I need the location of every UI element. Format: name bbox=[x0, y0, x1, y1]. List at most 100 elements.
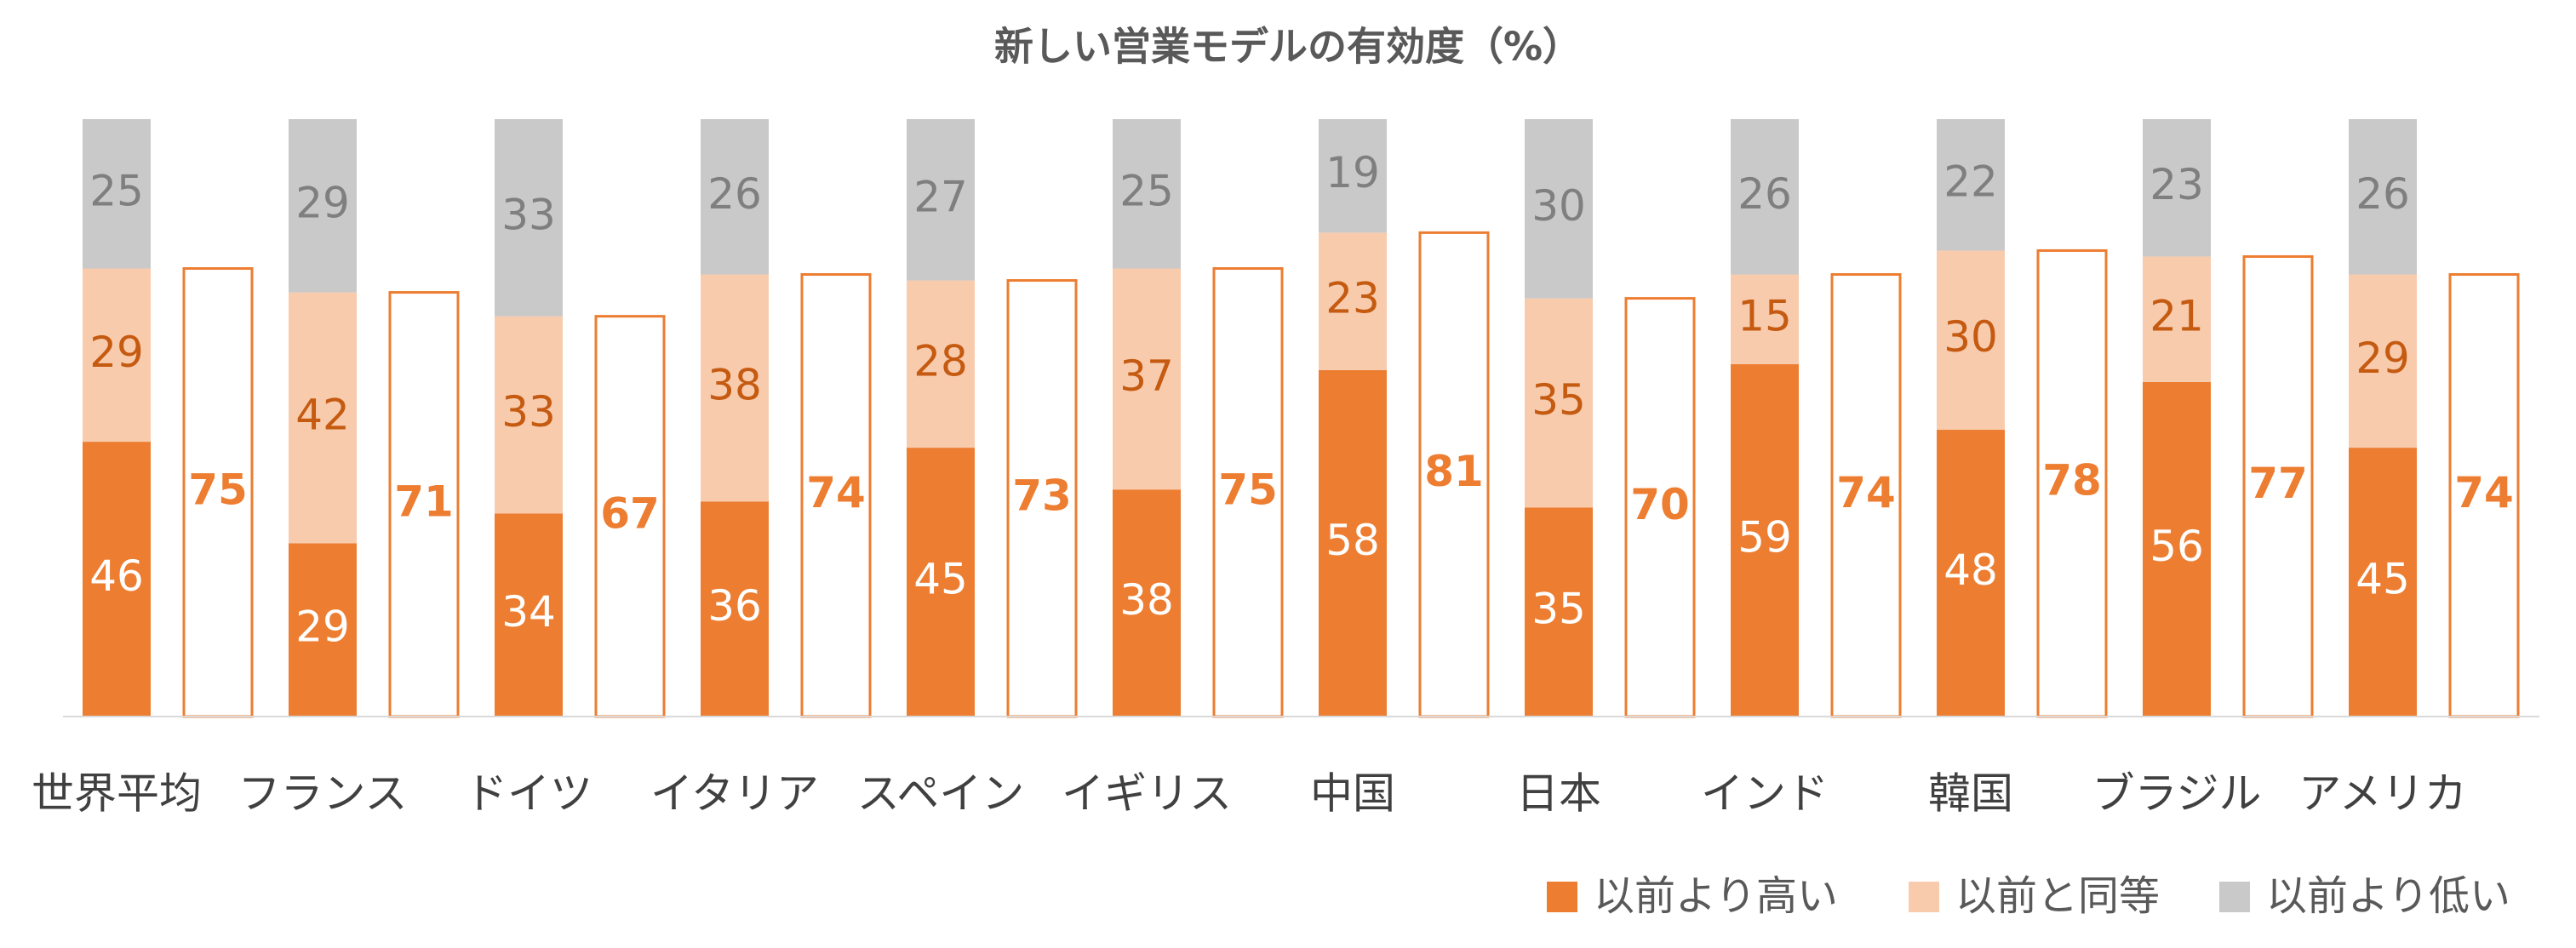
x-tick-label: 世界平均 bbox=[31, 769, 202, 819]
value-label: 26 bbox=[1737, 169, 1792, 219]
bar-segment bbox=[83, 119, 151, 269]
total-label: 81 bbox=[1424, 447, 1484, 496]
value-label: 29 bbox=[295, 178, 350, 227]
value-label: 23 bbox=[2150, 160, 2204, 209]
bar-segment bbox=[83, 268, 151, 443]
total-label: 67 bbox=[600, 488, 660, 538]
x-tick-label: 日本 bbox=[1516, 769, 1601, 819]
bar-segment bbox=[2349, 274, 2417, 448]
x-tick-label: イギリス bbox=[1062, 769, 1232, 819]
bar-segment bbox=[701, 119, 769, 275]
value-label: 56 bbox=[2150, 522, 2204, 571]
total-label: 74 bbox=[806, 468, 866, 517]
value-label: 37 bbox=[1119, 351, 1174, 401]
total-bar bbox=[2036, 248, 2108, 718]
legend-swatch bbox=[1909, 882, 1939, 912]
bar-segment bbox=[907, 280, 975, 448]
bar-segment bbox=[495, 513, 563, 717]
bar-segment bbox=[1525, 119, 1593, 299]
total-bar bbox=[1418, 231, 1490, 718]
x-tick-label: インド bbox=[1701, 769, 1829, 819]
value-label: 27 bbox=[913, 172, 968, 221]
value-label: 42 bbox=[295, 391, 350, 440]
total-bar bbox=[2242, 254, 2314, 718]
value-label: 46 bbox=[89, 551, 144, 601]
total-label: 74 bbox=[2454, 468, 2514, 517]
value-label: 29 bbox=[295, 602, 350, 652]
bar-segment bbox=[701, 274, 769, 502]
bar-segment bbox=[1113, 268, 1181, 490]
value-label: 48 bbox=[1943, 545, 1998, 595]
x-tick-label: フランス bbox=[238, 769, 408, 819]
bar-segment bbox=[1731, 274, 1799, 364]
total-label: 71 bbox=[394, 477, 454, 526]
bar-segment bbox=[1319, 369, 1387, 717]
chart-title: 新しい営業モデルの有効度（%） bbox=[994, 24, 1582, 70]
value-label: 30 bbox=[1531, 181, 1586, 231]
value-label: 26 bbox=[707, 169, 762, 219]
total-label: 77 bbox=[2248, 459, 2308, 508]
total-label: 73 bbox=[1012, 471, 1072, 520]
value-label: 36 bbox=[707, 581, 762, 631]
total-label: 75 bbox=[188, 465, 248, 514]
bar-segment bbox=[1937, 430, 2005, 717]
value-label: 22 bbox=[1943, 157, 1998, 207]
bar-segment bbox=[289, 543, 357, 717]
bar-segment bbox=[1937, 250, 2005, 431]
bar-segment bbox=[907, 119, 975, 281]
bar-segment bbox=[1319, 232, 1387, 370]
value-label: 25 bbox=[89, 166, 144, 215]
value-label: 45 bbox=[913, 555, 968, 604]
bar-segment bbox=[289, 292, 357, 544]
bar-segment bbox=[1525, 298, 1593, 508]
value-label: 23 bbox=[1325, 274, 1380, 323]
bar-segment bbox=[1731, 119, 1799, 275]
bar-segment bbox=[495, 119, 563, 317]
total-label: 78 bbox=[2042, 456, 2102, 505]
total-bar bbox=[1212, 267, 1284, 718]
bar-segment bbox=[1937, 119, 2005, 251]
value-label: 29 bbox=[89, 328, 144, 377]
bar-segment bbox=[2143, 256, 2211, 382]
value-label: 15 bbox=[1737, 292, 1792, 341]
bar-segment bbox=[907, 448, 975, 717]
value-label: 29 bbox=[2356, 334, 2410, 383]
total-bar bbox=[1624, 297, 1696, 718]
legend-swatch bbox=[1547, 882, 1577, 912]
x-tick-label: イタリア bbox=[650, 769, 819, 819]
bar-segment bbox=[701, 501, 769, 717]
legend-label: 以前と同等 bbox=[1955, 872, 2160, 920]
bar-segment bbox=[2143, 119, 2211, 257]
x-tick-label: アメリカ bbox=[2298, 769, 2467, 819]
total-label: 70 bbox=[1630, 480, 1690, 529]
value-label: 33 bbox=[501, 387, 556, 437]
value-label: 35 bbox=[1531, 585, 1586, 634]
x-tick-label: 中国 bbox=[1310, 769, 1395, 819]
x-tick-label: スペイン bbox=[857, 769, 1025, 819]
bar-segment bbox=[495, 316, 563, 514]
value-label: 21 bbox=[2150, 292, 2204, 341]
value-label: 58 bbox=[1325, 516, 1380, 565]
total-bar bbox=[388, 291, 460, 718]
value-label: 19 bbox=[1325, 148, 1380, 197]
bar-segment bbox=[83, 442, 151, 717]
bar-segment bbox=[1525, 507, 1593, 717]
value-label: 45 bbox=[2356, 555, 2410, 604]
bar-segment bbox=[2143, 381, 2211, 717]
total-label: 74 bbox=[1836, 468, 1896, 517]
total-bar bbox=[1830, 273, 1902, 718]
value-label: 38 bbox=[1119, 575, 1174, 625]
x-tick-label: 韓国 bbox=[1928, 769, 2013, 819]
total-bar bbox=[1006, 279, 1078, 718]
bar-segment bbox=[1731, 363, 1799, 717]
value-label: 34 bbox=[501, 587, 556, 637]
legend-swatch bbox=[2219, 882, 2250, 912]
total-bar bbox=[594, 315, 666, 718]
value-label: 25 bbox=[1119, 166, 1174, 215]
value-label: 28 bbox=[913, 336, 968, 385]
value-label: 30 bbox=[1943, 312, 1998, 362]
bar-segment bbox=[2349, 448, 2417, 717]
value-label: 33 bbox=[501, 190, 556, 239]
total-bar bbox=[182, 267, 254, 718]
